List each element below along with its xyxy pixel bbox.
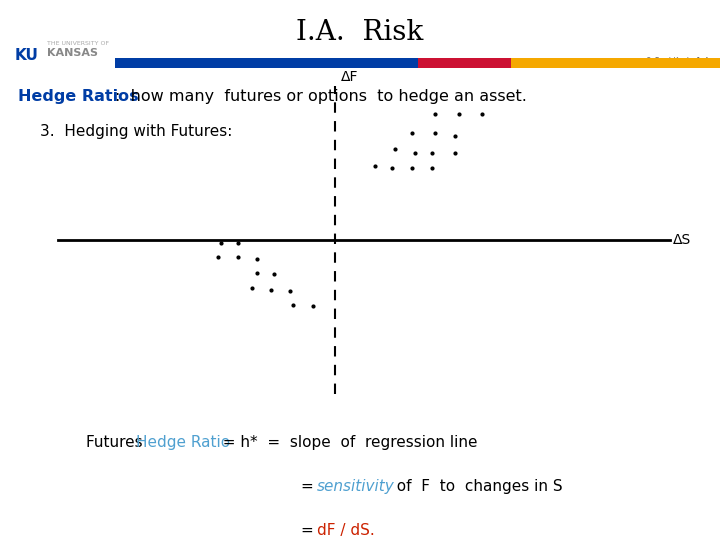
Text: ΔF: ΔF bbox=[341, 70, 358, 84]
Text: sensitivity: sensitivity bbox=[317, 479, 395, 494]
Text: © Paul Koch  1-4: © Paul Koch 1-4 bbox=[645, 57, 709, 66]
Text: THE UNIVERSITY OF: THE UNIVERSITY OF bbox=[47, 41, 109, 46]
Text: 3.  Hedging with Futures:: 3. Hedging with Futures: bbox=[40, 124, 232, 139]
Text: KANSAS: KANSAS bbox=[47, 48, 98, 58]
Text: Futures: Futures bbox=[86, 435, 148, 450]
Text: I.A.  Risk: I.A. Risk bbox=[297, 19, 423, 46]
Bar bbox=[418, 58, 511, 68]
Text: dF / dS.: dF / dS. bbox=[317, 523, 374, 538]
Text: =: = bbox=[301, 479, 323, 494]
Text: ΔS: ΔS bbox=[673, 233, 691, 247]
Text: = h*  =  slope  of  regression line: = h* = slope of regression line bbox=[213, 435, 477, 450]
Text: KU: KU bbox=[14, 48, 38, 63]
Text: Hedge Ratio: Hedge Ratio bbox=[136, 435, 230, 450]
Text: of  F  to  changes in S: of F to changes in S bbox=[387, 479, 562, 494]
Text: Hedge Ratios: Hedge Ratios bbox=[18, 89, 139, 104]
Bar bbox=[115, 58, 418, 68]
Text: :  how many  futures or options  to hedge an asset.: : how many futures or options to hedge a… bbox=[115, 89, 527, 104]
Bar bbox=[511, 58, 720, 68]
Text: =: = bbox=[301, 523, 323, 538]
